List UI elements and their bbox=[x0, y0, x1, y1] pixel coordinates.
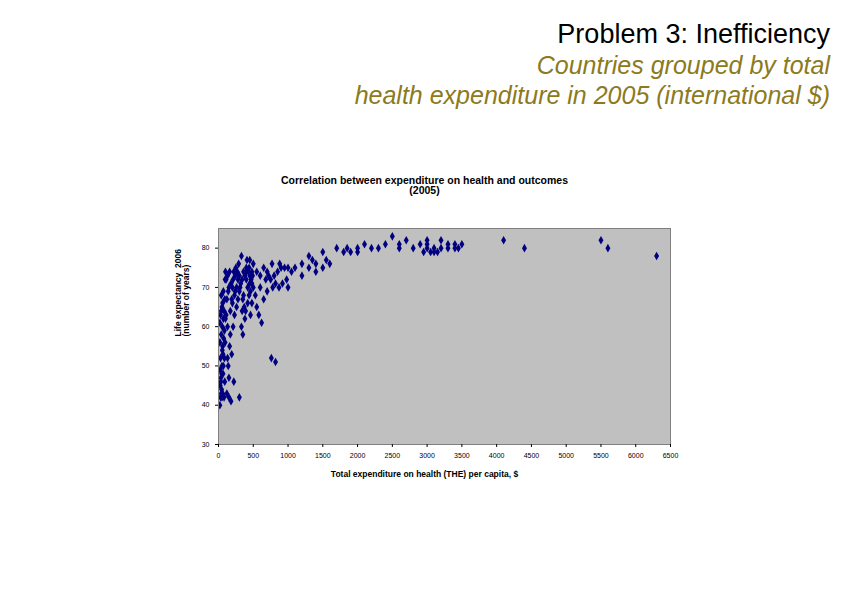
html-text:Problem 3: Inefficiency: Problem 3: Inefficiency bbox=[557, 19, 830, 49]
svg-text:3000: 3000 bbox=[419, 452, 435, 459]
svg-text:2500: 2500 bbox=[385, 452, 401, 459]
svg-text:Life expectancy 2006(number o: Life expectancy 2006(number of years) bbox=[173, 249, 192, 337]
svg-text:1500: 1500 bbox=[315, 452, 331, 459]
html-text:Countries grouped by total hea: Countries grouped by total health expend… bbox=[354, 51, 830, 109]
svg-text:Total expenditure on health (T: Total expenditure on health (THE) per ca… bbox=[331, 469, 519, 479]
svg-text:0: 0 bbox=[217, 452, 221, 459]
svg-text:5500: 5500 bbox=[593, 452, 609, 459]
svg-text:80: 80 bbox=[202, 244, 210, 251]
svg-text:6000: 6000 bbox=[628, 452, 644, 459]
svg-text:5000: 5000 bbox=[558, 452, 574, 459]
svg-text:6500: 6500 bbox=[663, 452, 679, 459]
svg-text:1000: 1000 bbox=[280, 452, 296, 459]
svg-text:40: 40 bbox=[202, 401, 210, 408]
svg-text:2000: 2000 bbox=[350, 452, 366, 459]
svg-text:4500: 4500 bbox=[524, 452, 540, 459]
svg-text:3500: 3500 bbox=[454, 452, 470, 459]
svg-text:60: 60 bbox=[202, 323, 210, 330]
svg-text:50: 50 bbox=[202, 362, 210, 369]
svg-text:500: 500 bbox=[247, 452, 259, 459]
svg-text:30: 30 bbox=[202, 441, 210, 448]
svg-text:70: 70 bbox=[202, 284, 210, 291]
svg-text:Correlation between expenditur: Correlation between expenditure on healt… bbox=[281, 174, 568, 197]
svg-text:4000: 4000 bbox=[489, 452, 505, 459]
